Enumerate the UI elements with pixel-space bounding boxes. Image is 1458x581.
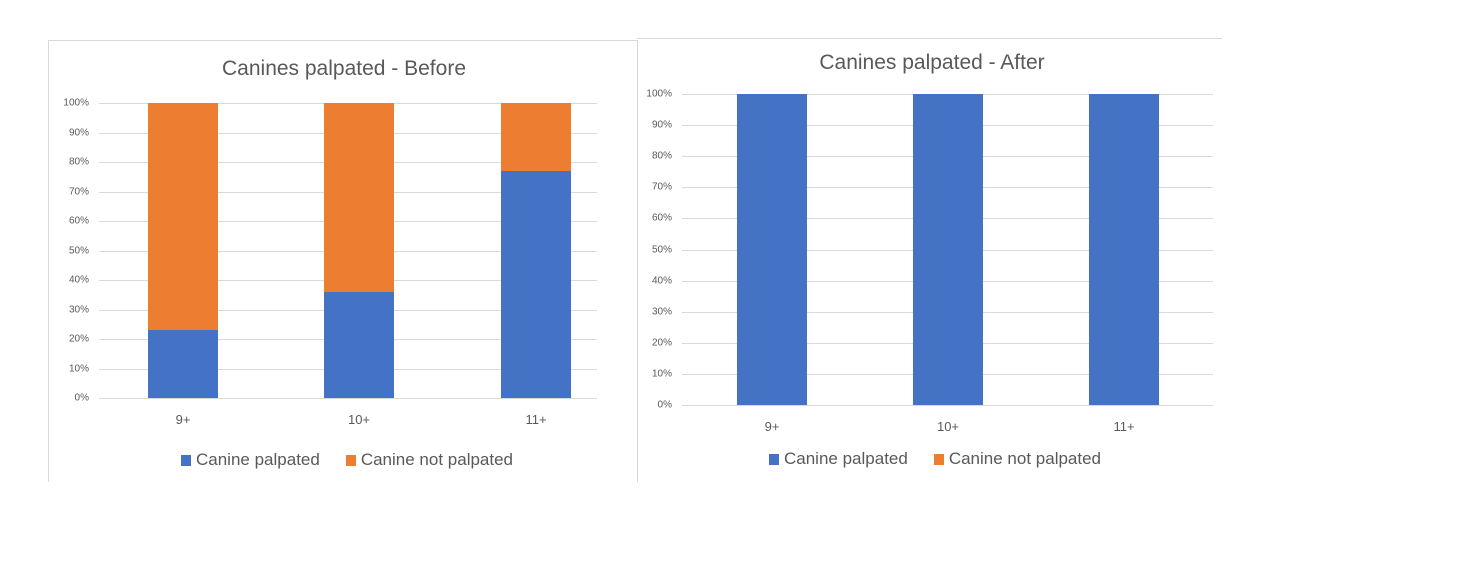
gridline: [99, 398, 597, 399]
legend-item-canine-not-palpated[interactable]: Canine not palpated: [933, 449, 1102, 469]
after-chart: Canines palpated - After 0% 10% 20% 30% 40% 5…: [638, 39, 1222, 481]
legend-item-canine-palpated[interactable]: Canine palpated: [769, 449, 908, 469]
y-axis-tick-label: 50%: [651, 244, 672, 256]
x-axis-category-label: 10+: [936, 419, 960, 434]
y-axis-tick-label: 80%: [68, 156, 89, 168]
y-axis-tick-label: 0%: [74, 392, 89, 404]
y-axis-tick-label: 20%: [68, 333, 89, 345]
before-chart: Canines palpated - Before 0% 10% 20% 30% 40%…: [49, 41, 637, 481]
y-axis-tick-label: 50%: [68, 245, 89, 257]
legend-swatch-icon: [345, 454, 356, 466]
x-axis-category-label: 9+: [175, 412, 191, 427]
x-axis-category-label: 9+: [764, 419, 780, 434]
before-chart-top-border: [48, 40, 638, 41]
y-axis-tick-label: 10%: [68, 363, 89, 375]
y-axis-tick-label: 100%: [63, 97, 89, 109]
y-axis-tick-label: 30%: [651, 306, 672, 318]
bar-canine-palpated[interactable]: [501, 171, 571, 398]
y-axis-tick-label: 30%: [68, 304, 89, 316]
y-axis-tick-label: 90%: [68, 127, 89, 139]
y-axis-tick-label: 0%: [657, 399, 672, 411]
gridline: [682, 405, 1213, 406]
legend-label: Canine palpated: [196, 450, 320, 469]
bar-canine-palpated[interactable]: [148, 330, 218, 398]
y-axis-tick-label: 70%: [68, 186, 89, 198]
x-axis-category-label: 11+: [1113, 419, 1135, 434]
legend-swatch-icon: [933, 453, 944, 465]
x-axis-category-label: 10+: [347, 412, 371, 427]
legend-label: Canine not palpated: [948, 449, 1102, 468]
chart-legend: Canine palpated Canine not palpated: [769, 449, 1127, 469]
legend-swatch-icon: [181, 454, 191, 466]
y-axis-tick-label: 70%: [651, 181, 672, 193]
before-chart-left-border: [48, 40, 49, 482]
y-axis-tick-label: 60%: [651, 212, 672, 224]
bar-canine-palpated[interactable]: [913, 94, 983, 405]
bar-canine-palpated[interactable]: [324, 292, 394, 398]
after-chart-title: Canines palpated - After: [819, 51, 1045, 74]
y-axis-tick-label: 60%: [68, 215, 89, 227]
y-axis-tick-label: 80%: [651, 150, 672, 162]
legend-label: Canine not palpated: [360, 450, 514, 469]
legend-swatch-icon: [769, 453, 779, 465]
legend-label: Canine palpated: [784, 449, 908, 468]
bar-canine-not-palpated[interactable]: [148, 103, 218, 330]
y-axis-tick-label: 100%: [646, 88, 672, 100]
y-axis-tick-label: 10%: [651, 368, 672, 380]
legend-item-canine-not-palpated[interactable]: Canine not palpated: [345, 450, 514, 470]
after-chart-top-border: [637, 38, 1222, 39]
y-axis-tick-label: 40%: [651, 275, 672, 287]
legend-item-canine-palpated[interactable]: Canine palpated: [181, 450, 320, 470]
before-chart-right-border: [637, 40, 638, 482]
x-axis-category-label: 11+: [525, 412, 547, 427]
bar-canine-palpated[interactable]: [1089, 94, 1159, 405]
y-axis-tick-label: 40%: [68, 274, 89, 286]
chart-legend: Canine palpated Canine not palpated: [181, 450, 539, 470]
y-axis-tick-label: 20%: [651, 337, 672, 349]
bar-canine-palpated[interactable]: [737, 94, 807, 405]
bar-canine-not-palpated[interactable]: [324, 103, 394, 292]
before-chart-title: Canines palpated - Before: [222, 57, 466, 80]
y-axis-tick-label: 90%: [651, 119, 672, 131]
bar-canine-not-palpated[interactable]: [501, 103, 571, 171]
